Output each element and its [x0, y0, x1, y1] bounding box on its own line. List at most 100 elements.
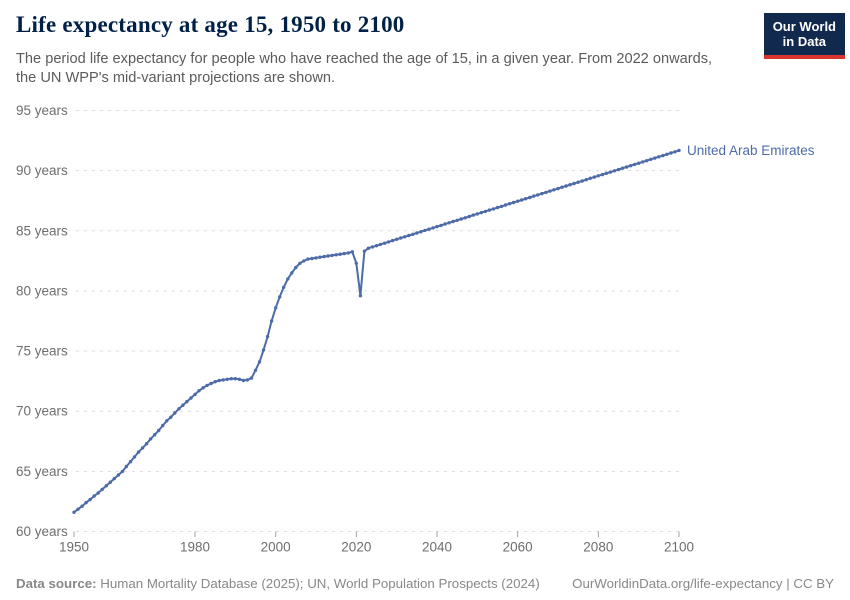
- data-point: [225, 377, 229, 381]
- x-axis-label: 2040: [422, 540, 452, 555]
- data-point: [153, 433, 157, 437]
- chart-subtitle: The period life expectancy for people wh…: [16, 51, 713, 86]
- data-source: Data source: Human Mortality Database (2…: [16, 576, 540, 591]
- credit-link[interactable]: OurWorldinData.org/life-expectancy | CC …: [572, 576, 834, 591]
- data-point: [282, 285, 286, 289]
- data-point: [189, 396, 193, 400]
- data-point: [395, 237, 399, 241]
- data-point: [536, 193, 540, 197]
- data-point: [136, 450, 141, 454]
- data-point: [653, 156, 657, 160]
- data-point: [124, 464, 129, 469]
- data-point: [294, 265, 298, 270]
- data-point: [181, 403, 185, 407]
- data-point: [209, 381, 213, 386]
- data-point: [274, 306, 278, 310]
- x-axis-label: 2020: [341, 540, 371, 555]
- data-point: [576, 180, 580, 184]
- data-point: [201, 386, 205, 390]
- data-point: [427, 227, 431, 231]
- data-point: [338, 252, 342, 256]
- series-label[interactable]: United Arab Emirates: [687, 143, 815, 158]
- chart-title: Life expectancy at age 15, 1950 to 2100: [16, 12, 405, 37]
- data-point: [475, 212, 479, 216]
- data-point: [548, 189, 552, 193]
- data-point: [310, 256, 314, 261]
- data-point: [173, 411, 177, 415]
- data-point: [374, 244, 379, 248]
- data-point: [92, 494, 96, 498]
- data-point: [447, 221, 451, 225]
- data-point: [616, 167, 621, 172]
- data-point: [306, 257, 310, 261]
- data-point: [108, 480, 113, 484]
- data-point: [596, 174, 600, 178]
- data-point: [572, 181, 576, 186]
- data-point: [165, 419, 169, 423]
- data-point: [76, 507, 80, 511]
- owid-logo[interactable]: Our World in Data: [763, 13, 845, 59]
- y-axis-label: 65 years: [16, 464, 68, 479]
- data-point: [612, 169, 617, 173]
- data-point: [84, 500, 88, 505]
- data-point: [205, 383, 209, 388]
- data-point: [326, 254, 330, 258]
- data-point: [104, 484, 109, 488]
- data-point: [128, 460, 133, 464]
- data-point: [540, 191, 544, 196]
- data-point: [382, 241, 387, 245]
- data-point: [330, 253, 334, 258]
- data-point: [132, 455, 137, 459]
- y-axis-label: 90 years: [16, 163, 68, 178]
- x-axis-label: 2100: [664, 540, 694, 555]
- data-point: [96, 491, 100, 495]
- data-point: [116, 473, 121, 477]
- data-point: [600, 172, 605, 177]
- data-point: [584, 178, 588, 182]
- data-point: [399, 236, 403, 240]
- data-point: [241, 378, 246, 383]
- data-point: [185, 399, 189, 404]
- data-point: [411, 232, 415, 236]
- data-point: [677, 148, 681, 153]
- x-axis-label: 2000: [261, 540, 291, 555]
- data-point: [641, 160, 645, 164]
- data-point: [637, 161, 641, 165]
- data-point: [503, 203, 508, 207]
- data-point: [431, 226, 435, 230]
- data-point: [628, 164, 633, 168]
- data-point: [556, 186, 560, 191]
- data-point: [290, 271, 294, 275]
- data-point: [346, 251, 350, 255]
- data-point: [269, 319, 274, 323]
- data-point: [479, 210, 484, 215]
- data-point: [657, 155, 661, 159]
- data-point: [620, 166, 625, 170]
- data-point: [499, 204, 504, 209]
- data-point: [592, 175, 596, 179]
- data-point: [370, 245, 375, 249]
- data-point: [265, 334, 270, 339]
- x-axis-label: 2060: [503, 540, 533, 555]
- data-point: [604, 171, 609, 175]
- data-point: [661, 153, 665, 158]
- data-point: [645, 159, 649, 163]
- y-axis-label: 75 years: [16, 344, 68, 359]
- data-point: [669, 151, 673, 155]
- data-point: [249, 376, 254, 380]
- data-point: [302, 259, 306, 263]
- data-point: [161, 423, 165, 428]
- data-point: [588, 176, 592, 180]
- line-series[interactable]: [73, 149, 680, 514]
- data-point: [419, 230, 423, 234]
- data-point: [120, 469, 125, 474]
- data-point: [423, 228, 427, 233]
- data-point: [286, 277, 290, 281]
- data-point: [532, 194, 536, 198]
- data-point: [221, 378, 225, 382]
- data-point: [459, 217, 463, 221]
- data-point: [213, 380, 217, 384]
- y-axis-label: 80 years: [16, 283, 68, 298]
- data-point: [378, 242, 383, 247]
- data-point: [318, 255, 322, 259]
